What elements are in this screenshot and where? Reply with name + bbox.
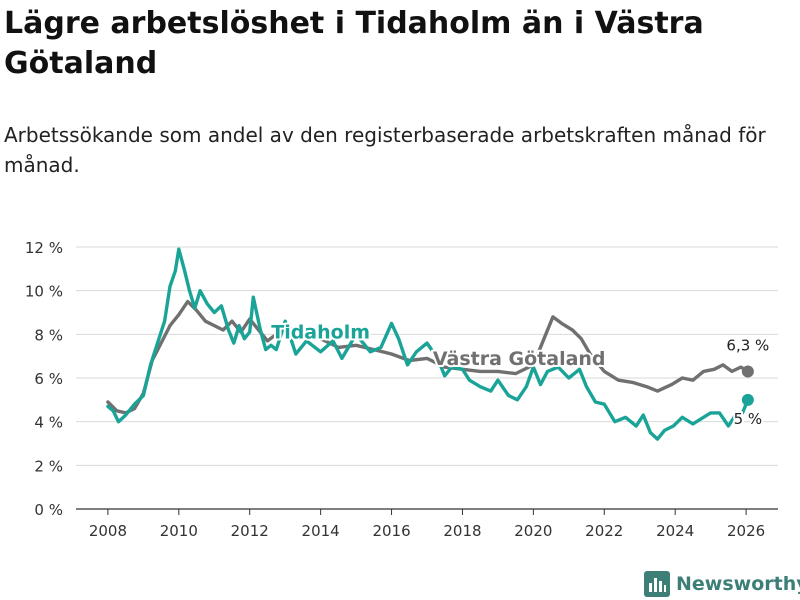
y-axis-tick-labels: 0 % 2 % 4 % 6 % 8 % 10 % 12 % (25, 239, 63, 519)
series-line-tidaholm (106, 247, 750, 441)
end-label-vastra-gotaland-halo: 6,3 % (726, 336, 769, 354)
y-tick-label: 12 % (25, 239, 63, 257)
x-tick-label: 2018 (443, 522, 481, 540)
y-tick-label: 0 % (34, 501, 63, 519)
series-line-vastra-gotaland (106, 299, 750, 415)
x-tick-label: 2026 (727, 522, 765, 540)
newsworthy-logo: Newsworthy (644, 570, 800, 598)
end-label-tidaholm-halo: 5 % (734, 410, 763, 428)
y-tick-label: 6 % (34, 370, 63, 388)
x-tick-label: 2024 (656, 522, 694, 540)
x-axis: 2008 2010 2012 2014 2016 2018 2020 2022 2024 2026 (76, 508, 778, 540)
x-tick-label: 2008 (89, 522, 127, 540)
y-tick-label: 8 % (34, 326, 63, 344)
x-tick-label: 2016 (372, 522, 410, 540)
series-label-vastra-gotaland-halo: Västra Götaland (433, 348, 606, 370)
x-tick-label: 2022 (585, 522, 623, 540)
chart-title: Lägre arbetslöshet i Tidaholm än i Västr… (4, 6, 704, 81)
series-label-tidaholm: Tidaholm (271, 322, 370, 344)
gridlines (76, 246, 778, 466)
end-point-tidaholm (741, 393, 754, 406)
x-tick-label: 2010 (160, 522, 198, 540)
end-point-vastra-gotaland (741, 365, 754, 378)
brand-name: Newsworthy (676, 573, 800, 595)
x-tick-label: 2012 (231, 522, 269, 540)
end-label-vastra-gotaland: 6,3 % (726, 336, 769, 354)
bar-chart-icon (644, 571, 670, 597)
series-label-tidaholm-halo: Tidaholm (271, 322, 370, 344)
series-lines (106, 247, 754, 441)
chart-subtitle: Arbetssökande som andel av den registerb… (4, 123, 766, 177)
x-tick-label: 2020 (514, 522, 552, 540)
y-tick-label: 2 % (34, 457, 63, 475)
y-tick-label: 10 % (25, 283, 63, 301)
end-label-tidaholm: 5 % (734, 410, 763, 428)
x-tick-label: 2014 (302, 522, 340, 540)
series-label-vastra-gotaland: Västra Götaland (433, 348, 606, 370)
y-tick-label: 4 % (34, 414, 63, 432)
